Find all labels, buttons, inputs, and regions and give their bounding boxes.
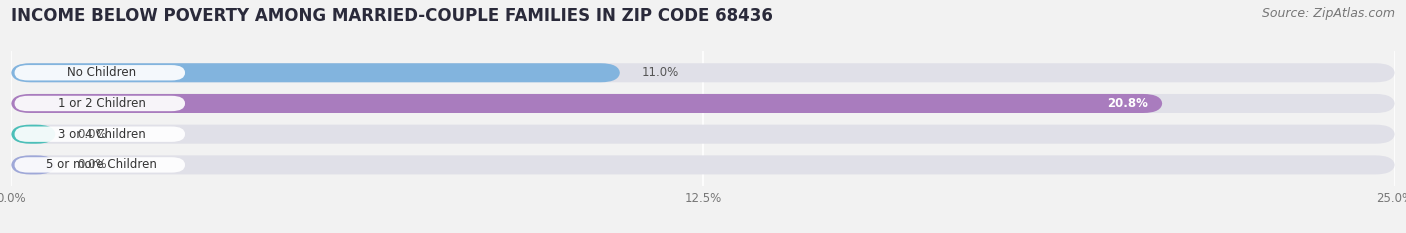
FancyBboxPatch shape: [11, 155, 1395, 175]
Text: 1 or 2 Children: 1 or 2 Children: [58, 97, 145, 110]
FancyBboxPatch shape: [14, 96, 186, 111]
Text: INCOME BELOW POVERTY AMONG MARRIED-COUPLE FAMILIES IN ZIP CODE 68436: INCOME BELOW POVERTY AMONG MARRIED-COUPL…: [11, 7, 773, 25]
Text: 0.0%: 0.0%: [77, 158, 107, 171]
Text: 3 or 4 Children: 3 or 4 Children: [58, 128, 145, 141]
FancyBboxPatch shape: [11, 125, 1395, 144]
Text: 11.0%: 11.0%: [643, 66, 679, 79]
FancyBboxPatch shape: [14, 65, 186, 80]
FancyBboxPatch shape: [11, 125, 55, 144]
FancyBboxPatch shape: [11, 94, 1163, 113]
FancyBboxPatch shape: [11, 63, 1395, 82]
FancyBboxPatch shape: [11, 94, 1395, 113]
FancyBboxPatch shape: [11, 155, 55, 175]
Text: No Children: No Children: [67, 66, 136, 79]
FancyBboxPatch shape: [14, 127, 186, 142]
Text: Source: ZipAtlas.com: Source: ZipAtlas.com: [1261, 7, 1395, 20]
FancyBboxPatch shape: [14, 157, 186, 173]
FancyBboxPatch shape: [11, 63, 620, 82]
Text: 20.8%: 20.8%: [1108, 97, 1149, 110]
Text: 5 or more Children: 5 or more Children: [46, 158, 157, 171]
Text: 0.0%: 0.0%: [77, 128, 107, 141]
